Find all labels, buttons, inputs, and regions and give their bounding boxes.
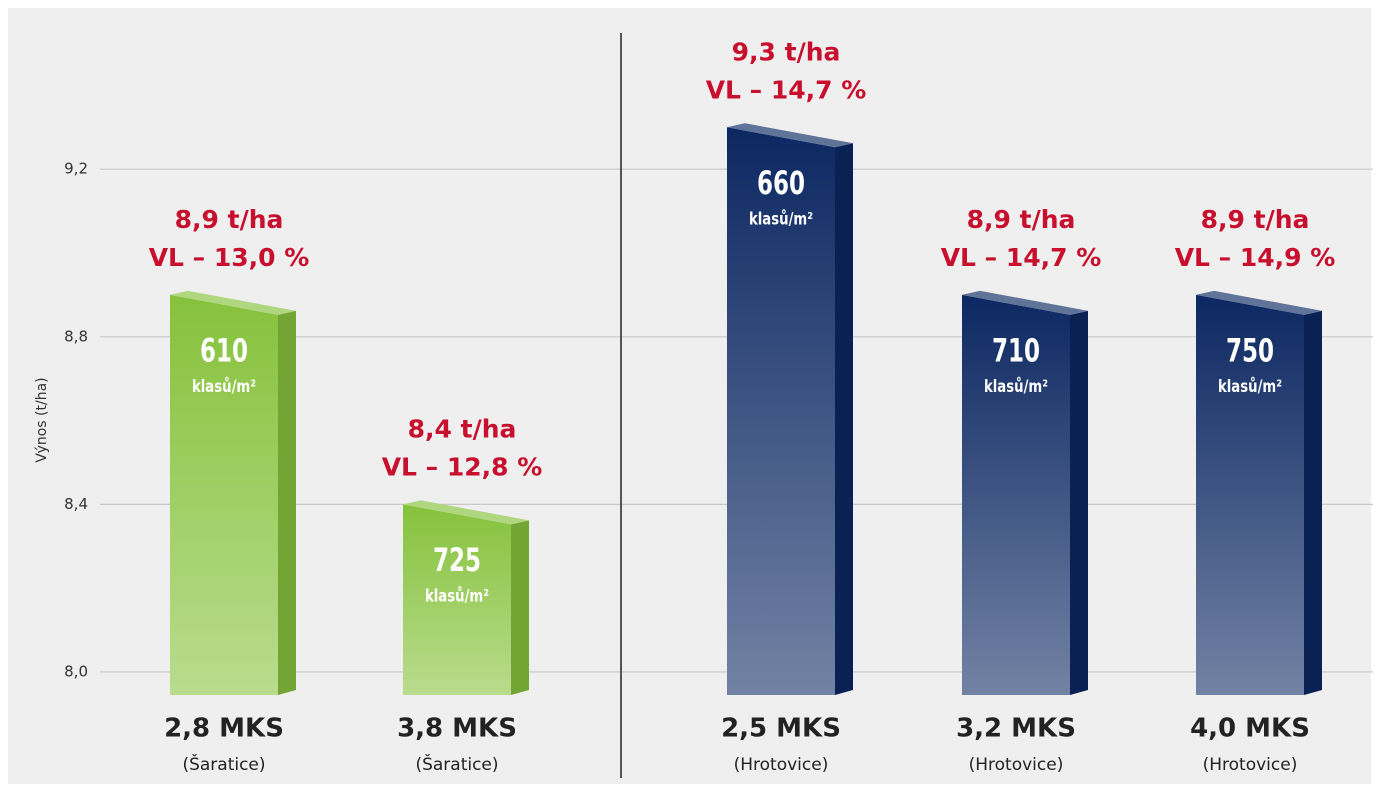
bar-top [962, 290, 1088, 315]
value-label: 8,4 t/ha [408, 414, 517, 443]
bar-side-shade [278, 310, 296, 695]
x-tick-sublabel: (Hrotovice) [734, 755, 829, 775]
ear-count: 750 [1226, 332, 1274, 370]
x-tick-label: 2,5 MKS [721, 714, 841, 744]
x-tick-sublabel: (Šaratice) [182, 753, 265, 775]
bar-top-shade [170, 290, 296, 315]
bar-shade [170, 294, 278, 695]
y-tick-label: 8,4 [64, 495, 88, 513]
bar-side [835, 143, 853, 696]
bar-shade [1196, 294, 1304, 695]
bar-shade [962, 294, 1070, 695]
bar-shade [727, 127, 835, 696]
x-tick-label: 3,2 MKS [956, 714, 1076, 744]
annotation: VL – 14,9 % [1175, 243, 1336, 272]
ear-count: 660 [757, 164, 805, 202]
bar-top-shade [962, 290, 1088, 315]
annotation: VL – 12,8 % [382, 452, 543, 481]
value-label: 8,9 t/ha [1201, 205, 1310, 234]
bar-side-shade [1070, 310, 1088, 695]
x-tick-sublabel: (Hrotovice) [969, 755, 1064, 775]
bar-side [278, 310, 296, 695]
bar-side-shade [511, 520, 529, 695]
ear-count: 610 [200, 332, 248, 370]
bar-side [1304, 310, 1322, 695]
x-tick-sublabel: (Hrotovice) [1203, 755, 1298, 775]
bar-top [403, 500, 529, 525]
ear-count: 725 [433, 541, 481, 579]
y-tick-label: 8,0 [64, 662, 88, 680]
ear-count: 710 [992, 332, 1040, 370]
x-tick-label: 4,0 MKS [1190, 714, 1310, 744]
bar-top [727, 123, 853, 148]
bar-top-shade [403, 500, 529, 525]
annotation: VL – 13,0 % [149, 243, 310, 272]
bar-top-shade [1196, 290, 1322, 315]
ear-unit: klasů/m² [1218, 375, 1282, 396]
ear-unit: klasů/m² [192, 375, 256, 396]
bar-top [170, 290, 296, 315]
value-label: 8,9 t/ha [967, 205, 1076, 234]
y-tick-label: 9,2 [64, 160, 88, 178]
bar-side-shade [1304, 310, 1322, 695]
bar-top-shade [727, 123, 853, 148]
ear-unit: klasů/m² [425, 585, 489, 606]
bar-shade [403, 504, 511, 695]
ear-unit: klasů/m² [984, 375, 1048, 396]
bar-side-shade [835, 143, 853, 696]
y-axis-label: Výnos (t/ha) [34, 377, 50, 462]
annotation: VL – 14,7 % [706, 75, 867, 104]
x-tick-label: 3,8 MKS [397, 714, 517, 744]
x-tick-sublabel: (Šaratice) [415, 753, 498, 775]
value-label: 8,9 t/ha [175, 205, 284, 234]
value-label: 9,3 t/ha [732, 37, 841, 66]
bar-top [1196, 290, 1322, 315]
annotation: VL – 14,7 % [941, 243, 1102, 272]
bar-side [511, 520, 529, 695]
ear-unit: klasů/m² [749, 208, 813, 229]
x-tick-label: 2,8 MKS [164, 714, 284, 744]
y-tick-label: 8,8 [64, 327, 88, 345]
bar-side [1070, 310, 1088, 695]
